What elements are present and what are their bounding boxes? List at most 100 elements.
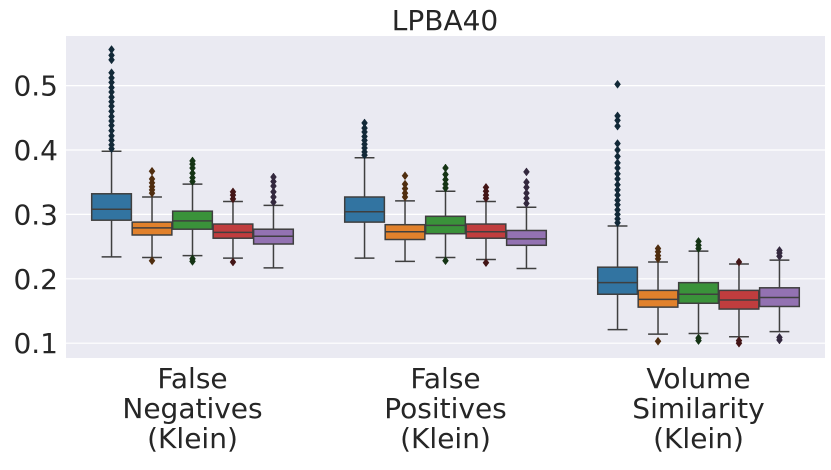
box-group [596, 79, 639, 331]
box-group [384, 171, 426, 263]
outlier-point [735, 336, 743, 346]
outlier-point [108, 140, 115, 150]
outlier-point [482, 258, 490, 268]
outlier-point [108, 116, 115, 126]
outlier-point [442, 170, 449, 179]
outlier-point [270, 187, 277, 197]
outlier-point [614, 200, 621, 210]
box-group [637, 244, 679, 346]
y-tick-label: 0.3 [13, 198, 58, 231]
outlier-point [108, 106, 115, 116]
x-category-label: Volume [646, 362, 750, 395]
outlier-point [614, 169, 621, 179]
outlier-point [523, 193, 530, 203]
outlier-point [614, 209, 621, 219]
outlier-point [614, 121, 621, 131]
outlier-point [442, 256, 449, 266]
box-group [252, 172, 295, 269]
outlier-point [654, 336, 662, 346]
outlier-point [108, 73, 115, 83]
outlier-point [108, 55, 115, 65]
box-body [343, 196, 386, 223]
box-group [758, 246, 801, 345]
outlier-point [614, 139, 621, 148]
outlier-point [614, 174, 621, 184]
outlier-point [614, 115, 621, 125]
outlier-point [614, 163, 621, 173]
outlier-point [614, 190, 621, 200]
outlier-point [229, 257, 237, 267]
outlier-point [401, 179, 409, 189]
outlier-point [108, 77, 115, 87]
outlier-point [614, 185, 621, 195]
box-group [718, 257, 760, 348]
outlier-point [148, 174, 156, 184]
outlier-point [614, 205, 621, 215]
box-group [677, 237, 720, 346]
outlier-point [482, 182, 490, 192]
y-tick-label: 0.4 [13, 134, 58, 167]
outlier-point [614, 180, 621, 190]
outlier-point [523, 199, 530, 208]
outlier-point [442, 179, 449, 189]
outlier-point [523, 167, 530, 177]
outlier-point [270, 181, 277, 191]
outlier-point [108, 50, 115, 60]
outlier-point [614, 214, 621, 224]
outlier-point [695, 333, 702, 343]
outlier-point [401, 171, 409, 181]
box-group [131, 166, 173, 266]
outlier-point [442, 175, 449, 185]
x-category-label: (Klein) [653, 422, 744, 455]
outlier-point [614, 152, 621, 161]
y-axis-ticks: 0.1 0.2 0.3 0.4 0.5 [13, 70, 58, 361]
outlier-point [270, 172, 277, 182]
outlier-point [148, 256, 156, 266]
outlier-point [654, 244, 662, 253]
x-category-label: Negatives [122, 392, 262, 425]
outlier-point [108, 112, 115, 121]
outlier-point [189, 173, 196, 183]
box-group [90, 45, 133, 258]
outlier-point [108, 126, 115, 136]
outlier-point [523, 182, 530, 192]
y-tick-label: 0.2 [13, 263, 58, 296]
outlier-point [361, 118, 368, 128]
outlier-point [695, 237, 702, 246]
outlier-point [108, 121, 115, 130]
outlier-point [523, 188, 530, 198]
outlier-point [523, 177, 530, 187]
outlier-point [361, 132, 368, 141]
box-body [596, 266, 639, 295]
outlier-point [270, 177, 277, 186]
outlier-point [614, 79, 621, 89]
outlier-point [614, 158, 621, 168]
y-tick-label: 0.5 [13, 70, 58, 103]
outlier-point [401, 184, 409, 194]
outlier-point [735, 257, 743, 267]
outlier-point [189, 168, 196, 178]
boxes [90, 45, 801, 348]
outlier-point [776, 246, 783, 255]
box-body [90, 193, 133, 221]
box-group [424, 163, 467, 266]
outlier-point [108, 97, 115, 107]
x-category-label: (Klein) [147, 422, 238, 455]
box-group [505, 167, 548, 270]
outlier-point [108, 131, 115, 141]
outlier-point [442, 163, 449, 173]
x-category-label: False [410, 362, 480, 395]
outlier-point [108, 135, 115, 145]
x-category-label: Similarity [632, 392, 764, 425]
outlier-point [108, 101, 115, 111]
outlier-point [361, 123, 368, 133]
outlier-point [108, 92, 115, 102]
box-group [343, 118, 386, 259]
outlier-point [614, 145, 621, 155]
y-tick-label: 0.1 [13, 327, 58, 360]
box-group [465, 182, 507, 268]
outlier-point [108, 68, 115, 78]
box-body [212, 223, 254, 239]
x-axis-category-labels: FalseNegatives(Klein)FalsePositives(Klei… [122, 362, 764, 455]
